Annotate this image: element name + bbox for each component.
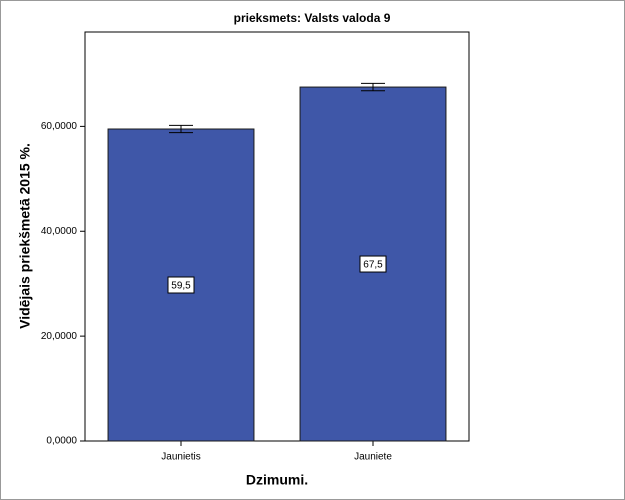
error-bar: [169, 124, 193, 134]
value-label-box: [167, 276, 195, 294]
y-tick-label: 0,0000: [46, 436, 77, 447]
y-tick-label: 60,0000: [41, 121, 78, 132]
x-tick-label: Jaunietis: [161, 452, 200, 463]
chart-title: prieksmets: Valsts valoda 9: [234, 11, 391, 25]
y-axis-label: Vidējais priekšmetā 2015 %.: [17, 143, 33, 329]
x-axis-label: Dzimumi.: [246, 472, 308, 488]
value-label-box: [359, 255, 387, 273]
y-tick-label: 40,0000: [41, 226, 78, 237]
x-tick-label: Jauniete: [354, 452, 392, 463]
value-label: 59,5: [171, 281, 191, 292]
y-tick-label: 20,0000: [41, 331, 78, 342]
value-label: 67,5: [363, 260, 383, 271]
error-bar: [361, 82, 385, 92]
